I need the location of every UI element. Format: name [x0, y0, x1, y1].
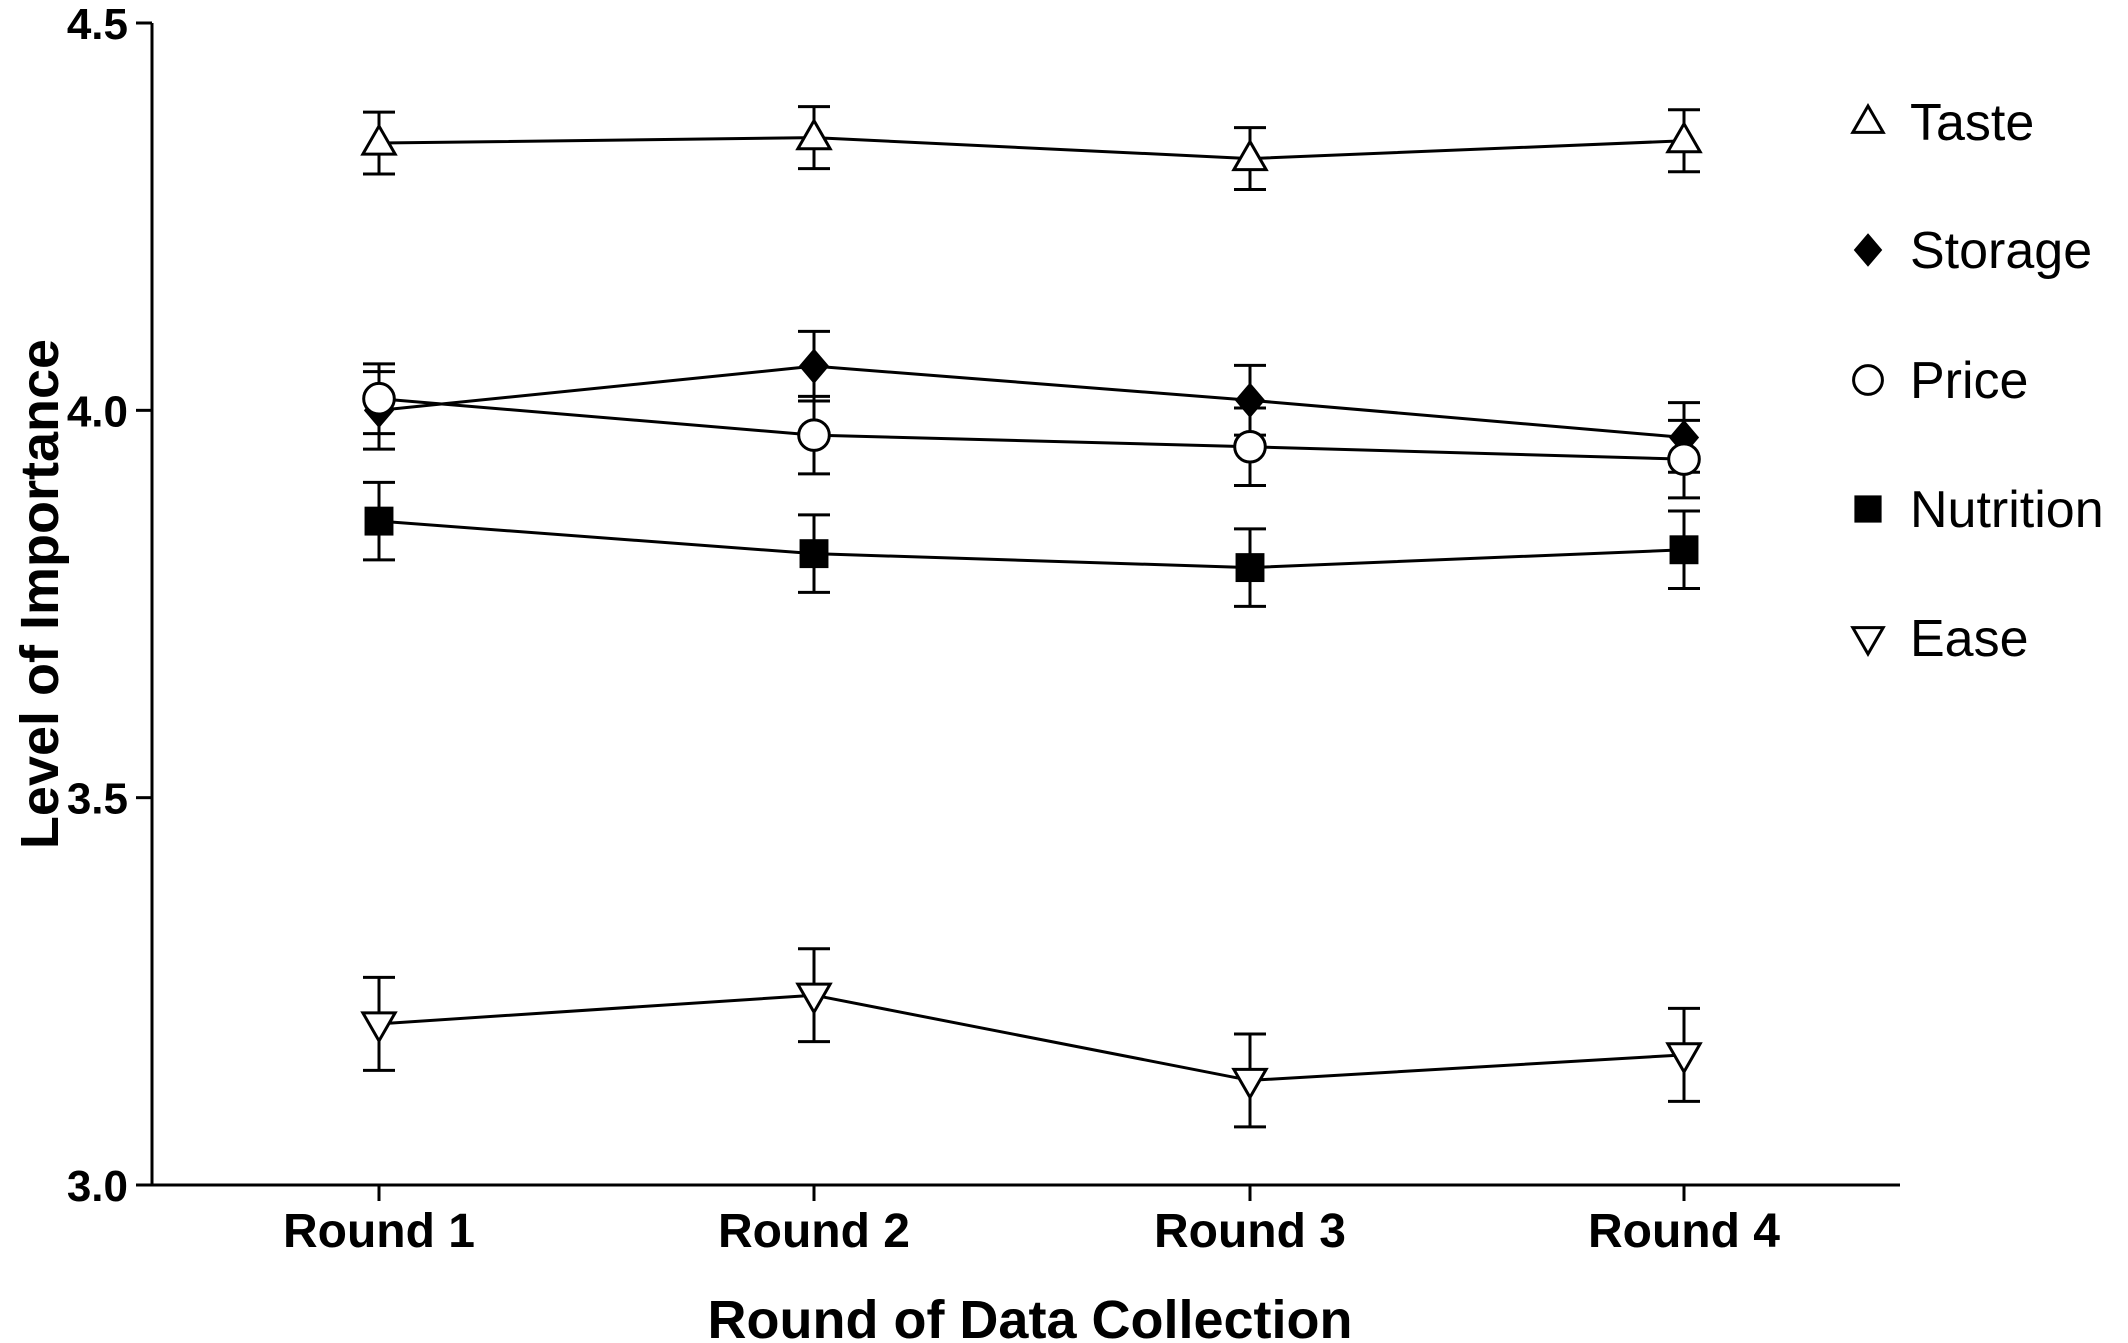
series-price	[362, 362, 1701, 500]
data-point-price	[797, 418, 831, 452]
legend-label-taste: Taste	[1910, 94, 2034, 152]
data-point-nutrition	[1669, 535, 1699, 565]
series-line-price	[378, 397, 1685, 461]
legend-label-storage: Storage	[1910, 222, 2092, 280]
legend-marker-storage	[1853, 233, 1883, 267]
series-line-nutrition	[378, 519, 1685, 570]
legend-marker-nutrition	[1854, 495, 1882, 523]
y-tick-label: 3.0	[67, 1162, 128, 1211]
data-point-storage	[798, 348, 830, 384]
x-tick-label: Round 1	[283, 1205, 475, 1258]
legend-label-ease: Ease	[1910, 610, 2029, 668]
series-ease	[360, 947, 1703, 1129]
y-tick-label: 4.5	[67, 0, 128, 49]
y-axis-title: Level of Importance	[10, 339, 70, 849]
x-tick-label: Round 3	[1154, 1205, 1346, 1258]
data-point-price	[1233, 429, 1267, 464]
data-point-taste	[795, 117, 833, 151]
x-tick-label: Round 4	[1588, 1205, 1780, 1258]
data-point-taste	[1665, 120, 1703, 154]
data-point-price	[1667, 442, 1701, 476]
series-line-taste	[378, 136, 1685, 161]
legend-label-nutrition: Nutrition	[1910, 481, 2104, 539]
data-point-ease	[360, 1011, 398, 1044]
series-line-ease	[378, 993, 1685, 1082]
series-line-storage	[378, 364, 1685, 439]
axes: 3.0 3.5 4.0 4.5 Round 1 Round 2 Round 3 Round 4	[67, 0, 1900, 1258]
legend-marker-price	[1852, 364, 1884, 396]
legend-marker-ease	[1850, 626, 1886, 658]
legend: Taste Storage Price Nutrition Ease	[1850, 94, 2104, 668]
y-tick-label: 4.0	[67, 387, 128, 436]
data-point-price	[362, 381, 396, 416]
data-point-ease	[1231, 1067, 1269, 1101]
legend-item-ease: Ease	[1850, 610, 2029, 668]
legend-item-taste: Taste	[1850, 94, 2034, 152]
series-nutrition	[363, 480, 1700, 608]
data-point-ease	[1665, 1042, 1703, 1075]
y-tick-label: 3.5	[67, 775, 128, 824]
x-axis-title: Round of Data Collection	[708, 1290, 1353, 1343]
data-point-taste	[360, 123, 398, 156]
legend-item-nutrition: Nutrition	[1854, 481, 2104, 539]
x-tick-label: Round 2	[718, 1205, 910, 1258]
data-point-taste	[1231, 138, 1269, 172]
data-point-ease	[795, 982, 833, 1016]
legend-label-price: Price	[1910, 352, 2028, 410]
legend-marker-taste	[1850, 102, 1886, 134]
series-storage	[363, 329, 1700, 474]
legend-item-price: Price	[1852, 352, 2028, 410]
series-taste	[360, 105, 1703, 192]
data-point-nutrition	[799, 539, 829, 569]
plot-area	[360, 105, 1703, 1129]
data-point-nutrition	[364, 506, 394, 536]
data-point-nutrition	[1235, 553, 1265, 583]
legend-item-storage: Storage	[1853, 222, 2092, 280]
